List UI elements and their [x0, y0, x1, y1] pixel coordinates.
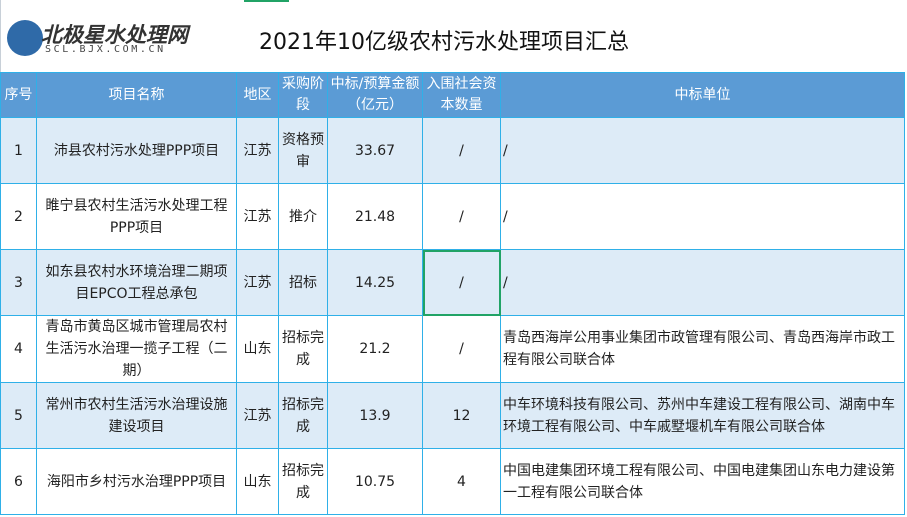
cell-winner[interactable]: / [500, 249, 905, 316]
cell-no[interactable]: 6 [0, 448, 37, 515]
cell-winner[interactable]: / [500, 183, 905, 250]
cell-winner[interactable]: / [500, 117, 905, 184]
cell-stage[interactable]: 招标完成 [278, 315, 328, 383]
header-winner[interactable]: 中标单位 [500, 72, 905, 118]
cell-stage[interactable]: 资格预审 [278, 117, 328, 184]
header-amount[interactable]: 中标/预算金额（亿元） [327, 72, 423, 118]
page-title: 2021年10亿级农村污水处理项目汇总 [259, 30, 629, 55]
cell-name[interactable]: 青岛市黄岛区城市管理局农村生活污水治理一揽子工程（二期） [36, 315, 237, 383]
cell-name[interactable]: 如东县农村水环境治理二期项目EPCO工程总承包 [36, 249, 237, 316]
logo-text: 北极星水处理网 [41, 23, 188, 47]
cell-name[interactable]: 海阳市乡村污水治理PPP项目 [36, 448, 237, 515]
header-region[interactable]: 地区 [236, 72, 279, 118]
table-row: 3 如东县农村水环境治理二期项目EPCO工程总承包 江苏 招标 14.25// [0, 249, 905, 316]
cell-region[interactable]: 江苏 [236, 249, 279, 316]
cell-name[interactable]: 睢宁县农村生活污水处理工程PPP项目 [36, 183, 237, 250]
cell-amount[interactable]: 13.9 [327, 382, 423, 449]
header-count[interactable]: 入围社会资本数量 [422, 72, 501, 118]
cell-stage[interactable]: 推介 [278, 183, 328, 250]
projects-table: 序号 项目名称 地区 采购阶段 中标/预算金额（亿元） 入围社会资本数量 中标单… [0, 72, 905, 515]
cell-count[interactable]: / [422, 315, 501, 383]
cell-region[interactable]: 江苏 [236, 117, 279, 184]
table-row: 2 睢宁县农村生活污水处理工程PPP项目 江苏 推介 21.48// [0, 183, 905, 250]
cell-count[interactable]: 12 [422, 382, 501, 449]
header-stage[interactable]: 采购阶段 [278, 72, 328, 118]
cell-winner[interactable]: 中车环境科技有限公司、苏州中车建设工程有限公司、湖南中车环境工程有限公司、中车戚… [500, 382, 905, 449]
cell-no[interactable]: 1 [0, 117, 37, 184]
cell-amount[interactable]: 21.2 [327, 315, 423, 383]
cell-no[interactable]: 4 [0, 315, 37, 383]
logo: 北极星水处理网 SCL.BJX.COM.CN [7, 18, 188, 58]
cell-count[interactable]: / [422, 183, 501, 250]
logo-star-icon [7, 20, 43, 56]
cell-stage[interactable]: 招标完成 [278, 382, 328, 449]
cell-no[interactable]: 5 [0, 382, 37, 449]
cell-stage[interactable]: 招标 [278, 249, 328, 316]
header-name[interactable]: 项目名称 [36, 72, 237, 118]
table-row: 4 青岛市黄岛区城市管理局农村生活污水治理一揽子工程（二期） 山东 招标完成 21.2/… [0, 315, 905, 383]
cell-count[interactable]: / [422, 117, 501, 184]
cell-count[interactable]: 4 [422, 448, 501, 515]
logo-url: SCL.BJX.COM.CN [45, 44, 166, 55]
cell-region[interactable]: 山东 [236, 315, 279, 383]
cell-amount[interactable]: 10.75 [327, 448, 423, 515]
cell-amount[interactable]: 33.67 [327, 117, 423, 184]
cell-no[interactable]: 3 [0, 249, 37, 316]
cell-region[interactable]: 山东 [236, 448, 279, 515]
cell-winner[interactable]: 青岛西海岸公用事业集团市政管理有限公司、青岛西海岸市政工程有限公司联合体 [500, 315, 905, 383]
cell-stage[interactable]: 招标完成 [278, 448, 328, 515]
table-row: 1 沛县农村污水处理PPP项目 江苏 资格预审 33.67// [0, 117, 905, 184]
active-column-indicator [244, 0, 289, 2]
table-row: 5 常州市农村生活污水治理设施建设项目 江苏 招标完成 13.9 12 中车环境科技有限公司… [0, 382, 905, 449]
cell-count[interactable]: / [422, 249, 501, 316]
header-no[interactable]: 序号 [0, 72, 37, 118]
cell-region[interactable]: 江苏 [236, 183, 279, 250]
table-row: 6 海阳市乡村污水治理PPP项目 山东 招标完成 10.75 4 中国电建集团环境工程有限公… [0, 448, 905, 515]
cell-amount[interactable]: 21.48 [327, 183, 423, 250]
cell-no[interactable]: 2 [0, 183, 37, 250]
cell-name[interactable]: 常州市农村生活污水治理设施建设项目 [36, 382, 237, 449]
cell-amount[interactable]: 14.25 [327, 249, 423, 316]
header-area: 北极星水处理网 SCL.BJX.COM.CN 2021年10亿级农村污水处理项目… [0, 0, 907, 72]
cell-name[interactable]: 沛县农村污水处理PPP项目 [36, 117, 237, 184]
cell-region[interactable]: 江苏 [236, 382, 279, 449]
cell-winner[interactable]: 中国电建集团环境工程有限公司、中国电建集团山东电力建设第一工程有限公司联合体 [500, 448, 905, 515]
